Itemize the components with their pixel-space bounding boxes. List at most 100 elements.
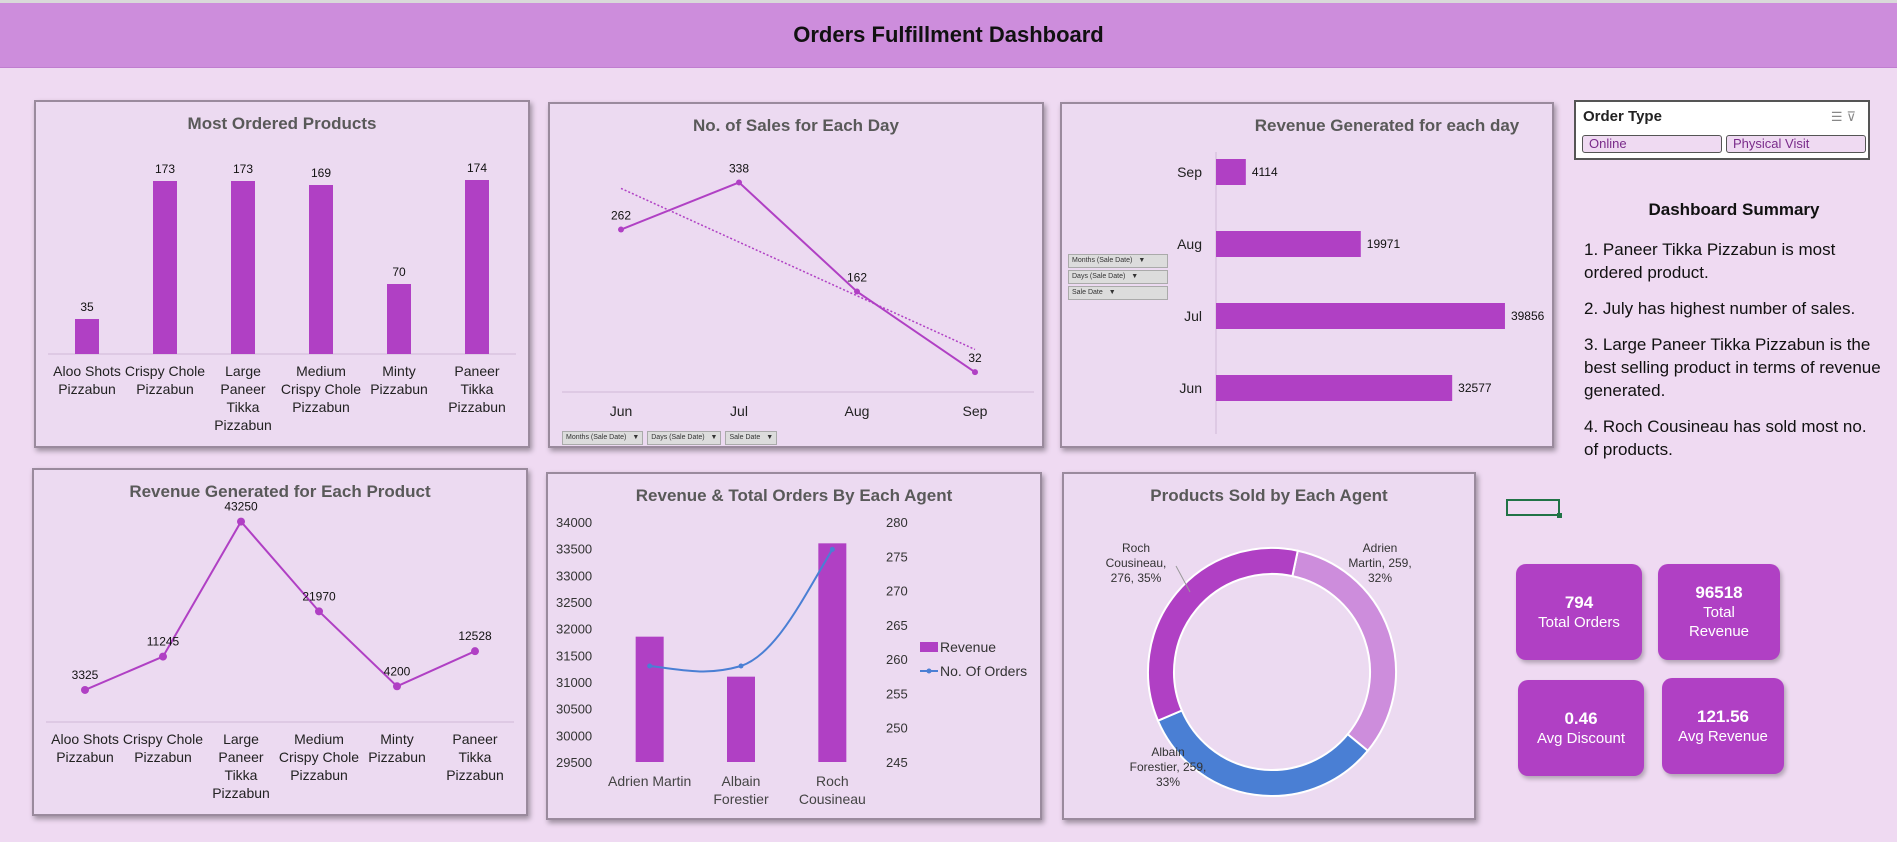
summary-item: 4. Roch Cousineau has sold most no. of p… <box>1584 417 1867 459</box>
data-point <box>471 647 479 656</box>
chart-title: Most Ordered Products <box>187 114 377 133</box>
data-point <box>315 607 323 616</box>
y-tick-label-right: 250 <box>886 721 908 736</box>
dashboard-summary: Dashboard Summary 1. Paneer Tikka Pizzab… <box>1584 200 1884 474</box>
slicer-option-online[interactable]: Online <box>1582 135 1722 153</box>
bar <box>1216 303 1505 329</box>
data-label: 43250 <box>224 500 258 514</box>
y-tick-label-right: 275 <box>886 549 908 564</box>
x-tick-label: Aloo Shots Pizzabun <box>53 363 121 397</box>
data-label: 173 <box>155 162 175 176</box>
series-line <box>84 519 476 691</box>
sales-per-day-chart[interactable]: No. of Sales for Each Day 262 Jun 338 Jul 16… <box>548 102 1044 448</box>
selected-cell[interactable] <box>1506 499 1562 518</box>
pivot-field-buttons: Months (Sale Date) Days (Sale Date) Sale… <box>1068 254 1172 300</box>
series-line <box>620 181 976 373</box>
filter-button-days[interactable]: Days (Sale Date) <box>1068 270 1168 284</box>
clear-filter-icon[interactable]: ⊽ <box>1846 109 1860 124</box>
kpi-value: 794 <box>1564 592 1594 612</box>
chart-title: Products Sold by Each Agent <box>1150 486 1388 505</box>
order-type-slicer[interactable]: Order Type ☰⊽ Online Physical Visit <box>1574 100 1870 160</box>
donut-slice <box>1147 547 1299 723</box>
x-tick-label: Albain Forestier <box>713 773 769 807</box>
x-tick-label: Jul <box>730 403 748 419</box>
summary-title: Dashboard Summary <box>1648 200 1820 219</box>
donut-slice <box>1156 709 1370 797</box>
chart-canvas: 35 Aloo Shots Pizzabun 173 Crispy Chole Pizza… <box>48 161 516 433</box>
kpi-value: 0.46 <box>1564 708 1598 728</box>
data-point <box>736 179 742 186</box>
data-label: 338 <box>729 161 749 175</box>
chart-title: No. of Sales for Each Day <box>693 116 899 135</box>
trendline <box>620 187 976 351</box>
data-point <box>972 369 978 376</box>
chart-title: Revenue & Total Orders By Each Agent <box>635 486 953 505</box>
y-tick-label-right: 260 <box>886 652 908 667</box>
revenue-per-day-chart[interactable]: Revenue Generated for each day 4114 Sep 19… <box>1060 102 1554 448</box>
x-tick-label: Adrien Martin <box>608 773 691 789</box>
data-label: 3325 <box>72 668 99 682</box>
window-top-border <box>0 0 1897 3</box>
chart-title: Revenue Generated for each day <box>1254 116 1520 135</box>
y-tick-label-left: 30000 <box>556 728 592 743</box>
slice-label: Roch Cousineau, 276, 35% <box>1106 541 1167 585</box>
summary-item: 1. Paneer Tikka Pizzabun is most ordered… <box>1584 240 1836 282</box>
bar <box>387 284 411 354</box>
data-point <box>738 663 744 669</box>
bar <box>635 636 664 762</box>
revenue-per-product-chart[interactable]: Revenue Generated for Each Product 3325 A… <box>32 468 528 816</box>
data-label: 173 <box>233 162 253 176</box>
data-label: 169 <box>311 166 331 180</box>
y-tick-label-right: 245 <box>886 755 908 770</box>
slicer-option-physical-visit[interactable]: Physical Visit <box>1726 135 1866 153</box>
filter-button-sale-date[interactable]: Sale Date <box>725 431 778 445</box>
filter-button-months[interactable]: Months (Sale Date) <box>562 431 644 445</box>
legend-swatch-revenue <box>920 642 938 652</box>
y-tick-label-left: 34000 <box>556 515 592 530</box>
kpi-avg-discount: 0.46 Avg Discount <box>1518 680 1644 776</box>
y-tick-label-left: 33000 <box>556 568 592 583</box>
x-tick-label: Medium Crispy Chole Pizzabun <box>279 731 359 783</box>
chart-canvas: 262 Jun 338 Jul 162 Aug 32 Sep <box>562 161 1034 419</box>
x-tick-label: Crispy Chole Pizzabun <box>123 731 203 765</box>
x-tick-label: Aloo Shots Pizzabun <box>51 731 119 765</box>
data-point <box>237 517 245 526</box>
pivot-field-buttons: Months (Sale Date)Days (Sale Date)Sale D… <box>562 426 781 445</box>
summary-item: 3. Large Paneer Tikka Pizzabun is the be… <box>1584 335 1881 400</box>
x-tick-label: Paneer Tikka Pizzabun <box>448 363 506 415</box>
data-point <box>81 685 89 694</box>
y-tick-label: Jun <box>1179 380 1202 396</box>
y-tick-label-left: 32000 <box>556 622 592 637</box>
y-tick-label-left: 33500 <box>556 542 592 557</box>
filter-button-sale-date[interactable]: Sale Date <box>1068 286 1168 300</box>
multi-select-icon[interactable]: ☰ <box>1830 109 1847 124</box>
kpi-value: 96518 <box>1695 583 1743 602</box>
products-per-agent-chart[interactable]: Products Sold by Each Agent Adrien Martin… <box>1062 472 1476 820</box>
bar <box>309 185 333 354</box>
x-tick-label: Medium Crispy Chole Pizzabun <box>281 363 361 415</box>
kpi-avg-revenue: 121.56 Avg Revenue <box>1662 678 1784 774</box>
y-tick-label-right: 270 <box>886 584 908 599</box>
data-label: 12528 <box>458 629 492 643</box>
most-ordered-products-chart[interactable]: Most Ordered Products 35 Aloo Shots Pizzab… <box>34 100 530 448</box>
x-tick-label: Large Paneer Tikka Pizzabun <box>214 363 272 433</box>
data-label: 19971 <box>1367 237 1401 251</box>
data-point <box>618 226 624 233</box>
revenue-orders-agent-chart[interactable]: Revenue & Total Orders By Each Agent 340… <box>546 472 1042 820</box>
chart-canvas: 4114 Sep 19971 Aug 39856 Jul 32577 Jun <box>1177 152 1545 434</box>
data-label: 32577 <box>1458 381 1492 395</box>
bar <box>231 181 255 354</box>
bar <box>1216 231 1361 257</box>
x-tick-label: Aug <box>845 403 870 419</box>
x-tick-label: Minty Pizzabun <box>370 363 428 397</box>
bar <box>1216 375 1453 401</box>
y-tick-label-right: 265 <box>886 618 908 633</box>
data-label: 39856 <box>1511 309 1545 323</box>
data-label: 32 <box>968 351 982 365</box>
slicer-title: Order Type <box>1583 108 1662 125</box>
bar <box>75 319 99 354</box>
filter-button-days[interactable]: Days (Sale Date) <box>647 431 722 445</box>
filter-button-months[interactable]: Months (Sale Date) <box>1068 254 1168 268</box>
y-tick-label-left: 32500 <box>556 595 592 610</box>
slicer-icons: ☰⊽ <box>1831 109 1860 125</box>
